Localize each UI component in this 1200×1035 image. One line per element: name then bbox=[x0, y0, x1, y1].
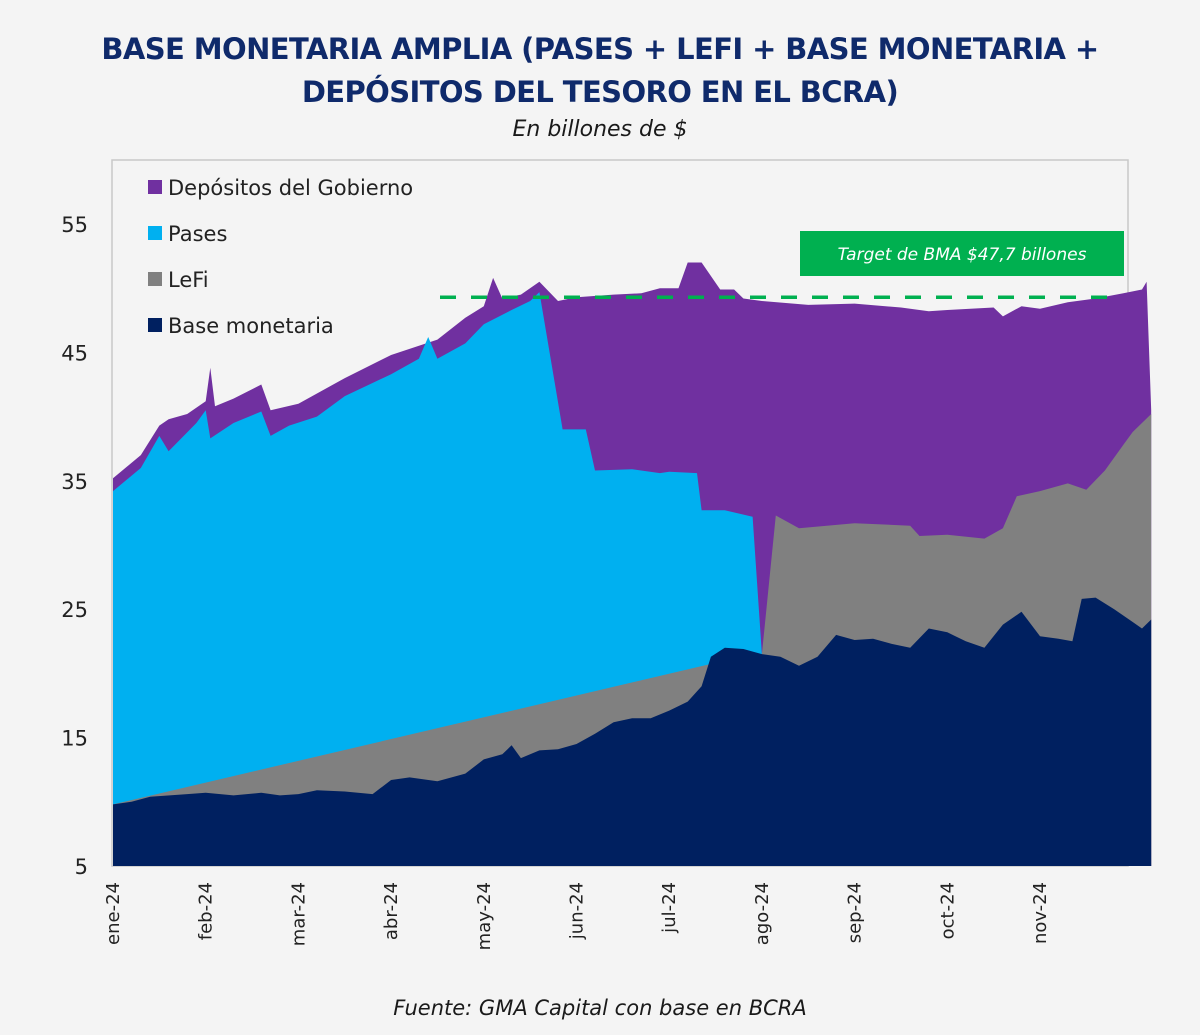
legend-label: Depósitos del Gobierno bbox=[168, 176, 413, 200]
y-tick-label: 5 bbox=[75, 855, 88, 879]
x-axis: ene-24 feb-24 mar-24 abr-24 may-24 jun-24 jul-… bbox=[103, 882, 1051, 950]
x-tick-label: ene-24 bbox=[103, 882, 124, 945]
x-tick-label: jul-24 bbox=[659, 882, 680, 934]
x-tick-label: oct-24 bbox=[937, 882, 958, 939]
chart-title-line2: DEPÓSITOS DEL TESORO EN EL BCRA) bbox=[301, 75, 899, 109]
chart-subtitle: En billones de $ bbox=[512, 117, 688, 142]
chart-title-line1: BASE MONETARIA AMPLIA (PASES + LEFI + BA… bbox=[101, 32, 1099, 66]
legend-label: LeFi bbox=[168, 268, 209, 292]
x-tick-label: nov-24 bbox=[1030, 882, 1051, 944]
x-tick-label: mar-24 bbox=[288, 882, 309, 946]
x-tick-label: may-24 bbox=[474, 882, 495, 950]
legend-swatch bbox=[148, 318, 162, 332]
legend-swatch bbox=[148, 180, 162, 194]
legend-swatch bbox=[148, 272, 162, 286]
x-tick-label: sep-24 bbox=[845, 882, 866, 943]
legend-label: Base monetaria bbox=[168, 314, 334, 338]
x-tick-label: ago-24 bbox=[752, 882, 773, 945]
x-tick-label: abr-24 bbox=[381, 882, 402, 940]
chart-title: BASE MONETARIA AMPLIA (PASES + LEFI + BA… bbox=[0, 28, 1200, 114]
target-label: Target de BMA $47,7 billones bbox=[838, 245, 1087, 265]
y-tick-label: 55 bbox=[61, 213, 88, 237]
legend: Depósitos del Gobierno Pases LeFi Base mone… bbox=[148, 176, 413, 338]
y-tick-label: 45 bbox=[61, 341, 88, 365]
y-tick-label: 15 bbox=[61, 727, 88, 751]
legend-swatch bbox=[148, 226, 162, 240]
target-annotation: Target de BMA $47,7 billones bbox=[440, 231, 1124, 299]
area-base-monetaria bbox=[113, 597, 1152, 866]
y-tick-label: 35 bbox=[61, 470, 88, 494]
x-tick-label: feb-24 bbox=[196, 882, 217, 940]
y-axis: 5 15 25 35 45 55 bbox=[61, 213, 88, 879]
y-tick-label: 25 bbox=[61, 598, 88, 622]
target-label-box bbox=[800, 231, 1124, 276]
area-layers bbox=[113, 262, 1152, 867]
x-tick-label: jun-24 bbox=[567, 882, 588, 940]
source-note: Fuente: GMA Capital con base en BCRA bbox=[393, 996, 807, 1020]
legend-label: Pases bbox=[168, 222, 227, 246]
